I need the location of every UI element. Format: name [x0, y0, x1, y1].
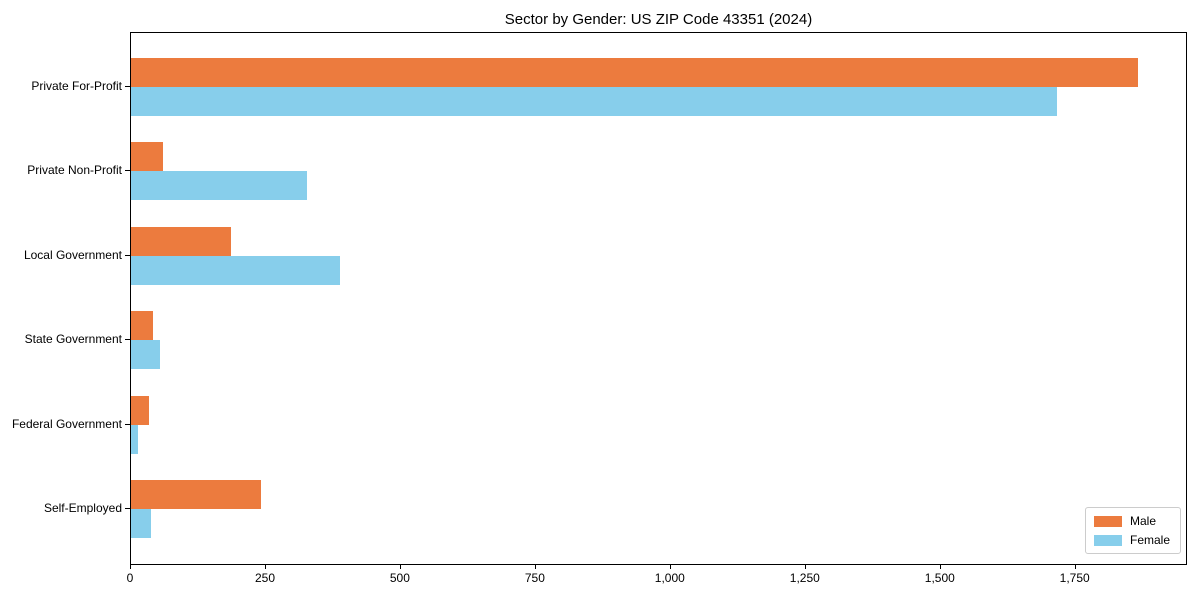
bar-male-local-government: [131, 226, 231, 256]
ytick-label-self-employed: Self-Employed: [43, 501, 122, 516]
xtick-mark: [399, 565, 401, 569]
bar-male-private-for-profit: [131, 58, 1138, 87]
xtick-mark: [804, 565, 806, 569]
ytick-mark: [125, 170, 130, 172]
ytick-mark: [125, 339, 130, 341]
bar-female-private-for-profit: [131, 87, 1058, 116]
legend-swatch-female: [1093, 534, 1122, 546]
legend-swatch-male: [1093, 515, 1122, 527]
legend-label-female: Female: [1129, 533, 1170, 547]
bar-female-federal-government: [131, 424, 138, 454]
ytick-label-federal-government: Federal Government: [11, 416, 122, 431]
bar-male-state-government: [131, 311, 153, 341]
bar-male-self-employed: [131, 480, 262, 510]
xtick-label-500: 500: [389, 571, 410, 585]
ytick-mark: [125, 423, 130, 425]
xtick-mark: [1074, 565, 1076, 569]
ytick-label-state-government: State Government: [24, 332, 122, 347]
xtick-label-1250: 1,250: [789, 571, 820, 585]
xtick-label-250: 250: [254, 571, 276, 585]
ytick-mark: [125, 254, 130, 256]
xtick-label-1000: 1,000: [654, 571, 685, 585]
xtick-label-0: 0: [126, 571, 134, 585]
legend-label-male: Male: [1129, 514, 1156, 528]
xtick-label-1750: 1,750: [1059, 571, 1090, 585]
plot-area: Male Female: [130, 32, 1187, 565]
xtick-mark: [939, 565, 941, 569]
ytick-mark: [125, 508, 130, 510]
legend-item-male: Male: [1093, 514, 1170, 528]
bar-male-federal-government: [131, 395, 150, 425]
bar-male-private-non-profit: [131, 142, 164, 172]
xtick-mark: [669, 565, 671, 569]
bar-female-self-employed: [131, 509, 151, 539]
legend-item-female: Female: [1093, 533, 1170, 547]
ytick-label-private-non-profit: Private Non-Profit: [27, 163, 122, 178]
xtick-label-1500: 1,500: [924, 571, 955, 585]
chart-title: Sector by Gender: US ZIP Code 43351 (202…: [504, 11, 813, 28]
bar-female-local-government: [131, 255, 340, 285]
ytick-mark: [125, 86, 130, 87]
xtick-label-750: 750: [524, 571, 545, 585]
ytick-label-private-for-profit: Private For-Profit: [31, 79, 122, 93]
bar-female-state-government: [131, 340, 161, 370]
xtick-mark: [130, 565, 131, 569]
xtick-mark: [265, 565, 266, 569]
legend: Male Female: [1084, 507, 1181, 554]
xtick-mark: [534, 565, 536, 569]
ytick-label-local-government: Local Government: [23, 247, 122, 262]
bar-female-private-non-profit: [131, 171, 307, 201]
